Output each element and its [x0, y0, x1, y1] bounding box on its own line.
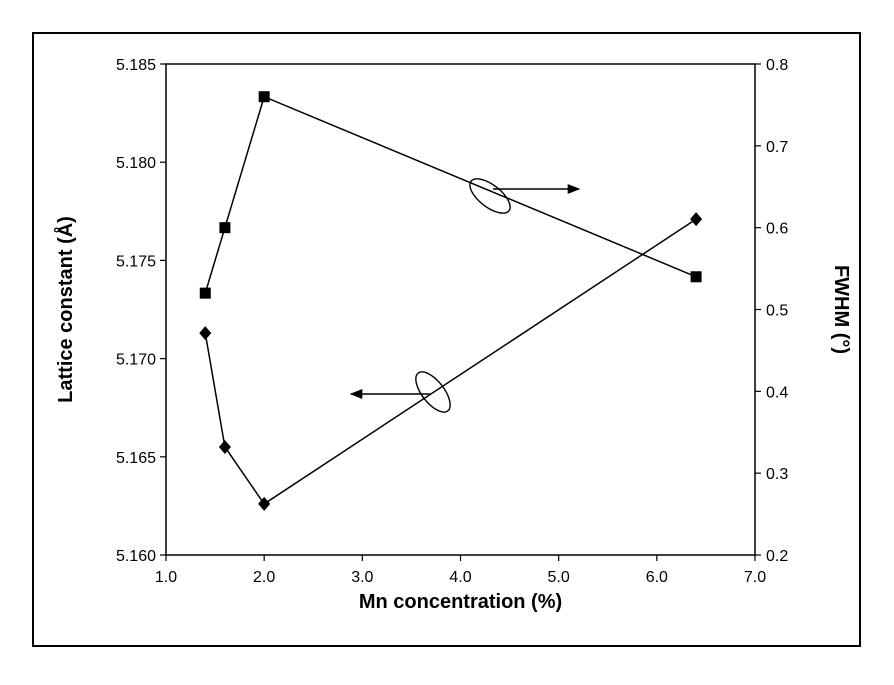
y2-tick-label: 0.5: [766, 303, 788, 320]
fwhm-point-square: [199, 287, 211, 299]
lattice-point-diamond: [258, 496, 271, 511]
x-axis-title: Mn concentration (%): [359, 591, 562, 613]
y-tick-label: 5.180: [116, 155, 156, 172]
axes: 1.0 2.0 3.0 4.0 5.0 6.0 7.0 5.160 5.165 5.170 5.17…: [116, 57, 788, 586]
x-tick-label: 1.0: [155, 569, 177, 586]
y2-tick-label: 0.2: [766, 548, 788, 565]
x-tick-label: 7.0: [744, 569, 766, 586]
y-tick-label: 5.170: [116, 352, 156, 369]
annotations: [349, 178, 581, 413]
y-tick-label: 5.165: [116, 450, 156, 467]
lattice-point-diamond: [690, 212, 703, 227]
x-tick-label: 6.0: [646, 569, 668, 586]
y2-tick-label: 0.6: [766, 221, 788, 238]
outer-frame: [32, 32, 861, 647]
fwhm-series-line: [204, 95, 697, 294]
y-tick-label: 5.175: [116, 253, 156, 270]
y-axis-title: Lattice constant (Å): [53, 216, 77, 403]
x-tick-label: 2.0: [253, 569, 275, 586]
y2-tick-label: 0.7: [766, 139, 788, 156]
x-tick-label: 4.0: [449, 569, 471, 586]
lattice-series-line: [204, 218, 697, 505]
y2-tick-label: 0.4: [766, 384, 788, 401]
series-layer: [199, 91, 703, 511]
annotation-ellipse-right: [469, 178, 511, 214]
fwhm-point-square: [219, 222, 231, 234]
x-tick-label: 5.0: [548, 569, 570, 586]
x-tick-label: 3.0: [351, 569, 373, 586]
fwhm-point-square: [258, 91, 270, 103]
fwhm-point-square: [690, 271, 702, 283]
y-tick-label: 5.185: [116, 57, 156, 74]
lattice-point-diamond: [199, 326, 212, 341]
y2-tick-label: 0.3: [766, 466, 788, 483]
y-tick-label: 5.160: [116, 548, 156, 565]
y2-tick-label: 0.8: [766, 57, 788, 74]
labels: Mn concentration (%) Lattice constant (Å…: [53, 216, 852, 613]
lattice-point-diamond: [218, 439, 231, 454]
y2-axis-title: FWHM (°): [830, 265, 852, 354]
